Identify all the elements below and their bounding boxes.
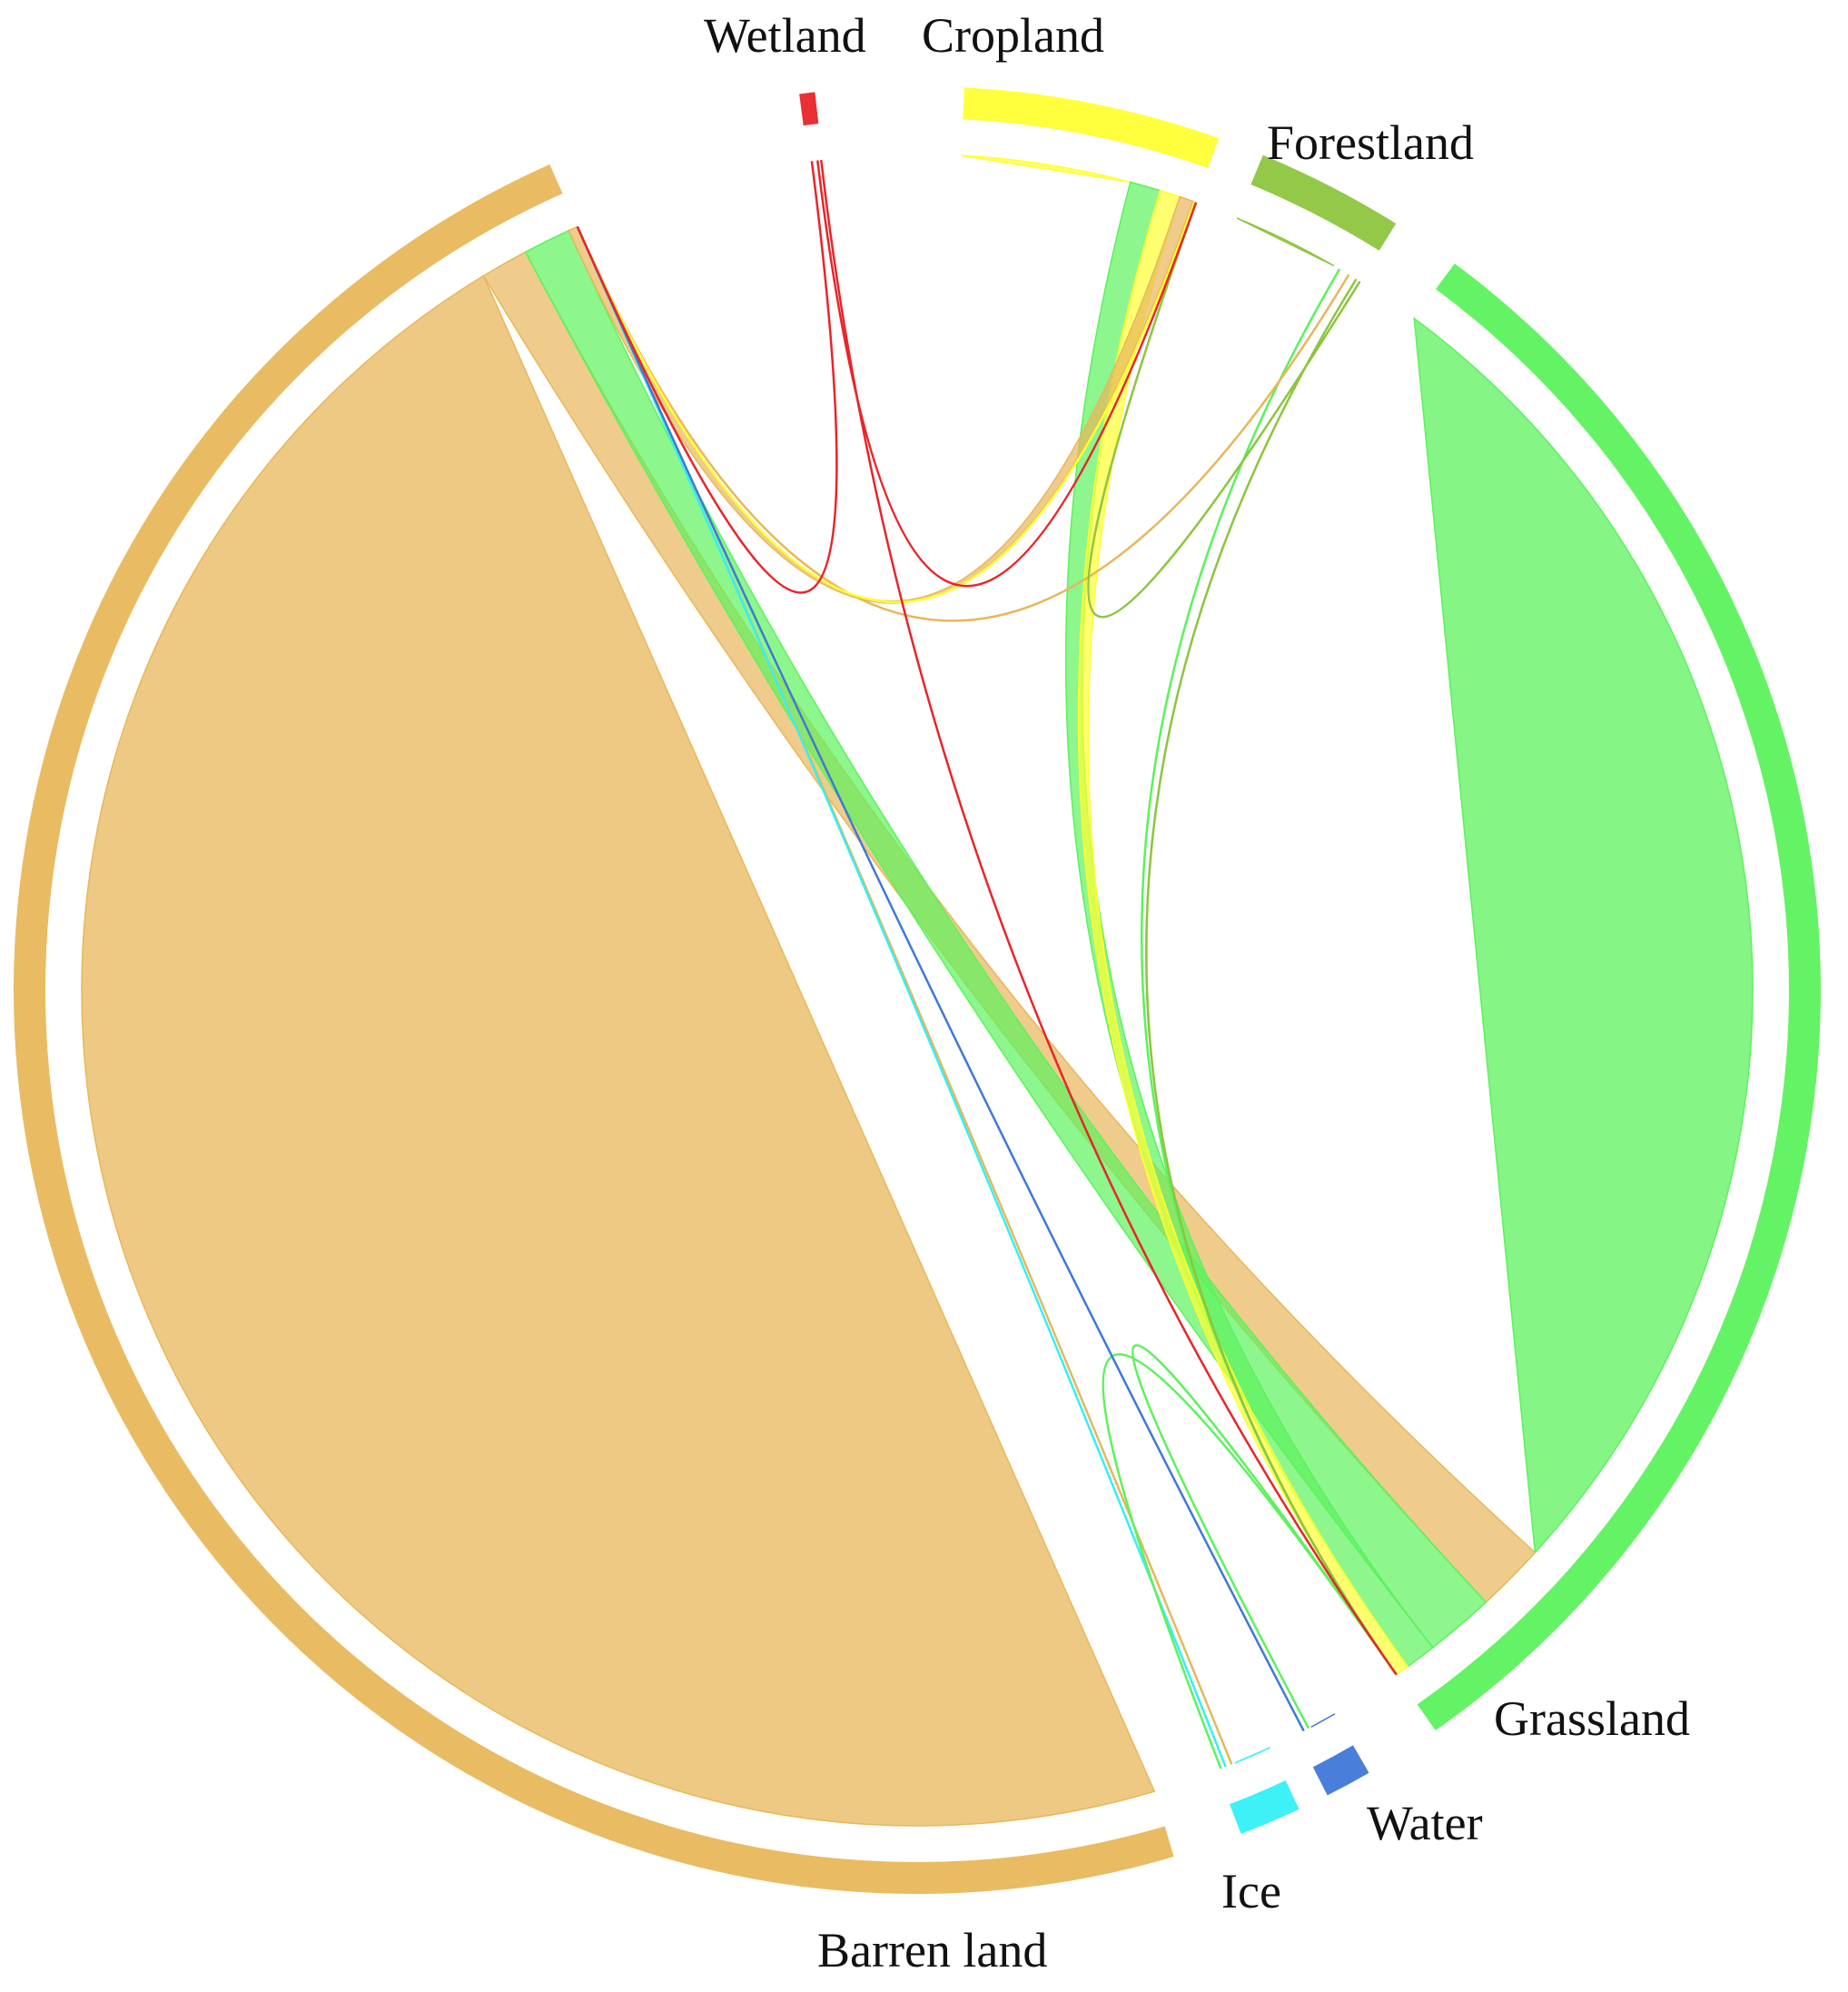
ribbon-ice-to-ice [1234, 1747, 1271, 1764]
ribbon-barren-land-to-barren-land [81, 274, 1156, 1827]
label-grassland: Grassland [1494, 1691, 1690, 1746]
ribbon-wetland-to-grassland [820, 159, 1398, 1676]
ribbon-forestland-to-forestland [1236, 217, 1335, 267]
ribbon-water-to-barren-land [576, 226, 1305, 1732]
arc-ice [1230, 1780, 1300, 1834]
ribbon-barren-land-to-forestland [576, 226, 1350, 622]
label-ice: Ice [1221, 1864, 1281, 1918]
ribbon-cropland-to-grassland [1077, 189, 1409, 1676]
label-cropland: Cropland [922, 8, 1104, 63]
ribbon-forestland-to-cropland [1087, 202, 1361, 619]
ribbon-wetland-to-barren-land [576, 161, 838, 594]
ribbon-grassland-to-barren-land [524, 229, 1487, 1649]
label-wetland: Wetland [704, 8, 866, 63]
arc-layer [13, 87, 1821, 1895]
arc-cropland [963, 87, 1220, 169]
ribbon-ice-to-barren-land [576, 226, 1227, 1768]
ribbon-cropland-to-cropland [961, 154, 1131, 183]
ribbon-layer [81, 154, 1754, 1827]
arc-water [1312, 1745, 1369, 1796]
label-layer: Barren land Wetland Cropland Forestland Gras… [704, 8, 1690, 1977]
arc-grassland [1417, 263, 1821, 1731]
ribbon-grassland-to-grassland [1413, 316, 1754, 1554]
arc-wetland [799, 92, 819, 126]
label-barren-land: Barren land [817, 1923, 1047, 1977]
label-forestland: Forestland [1267, 115, 1474, 170]
arc-forestland [1250, 154, 1397, 251]
ribbon-forestland-to-grassland [1145, 278, 1398, 1676]
ribbon-water-to-water [1310, 1713, 1336, 1729]
label-water: Water [1367, 1796, 1483, 1850]
ribbon-grassland-to-water [1132, 1343, 1398, 1729]
